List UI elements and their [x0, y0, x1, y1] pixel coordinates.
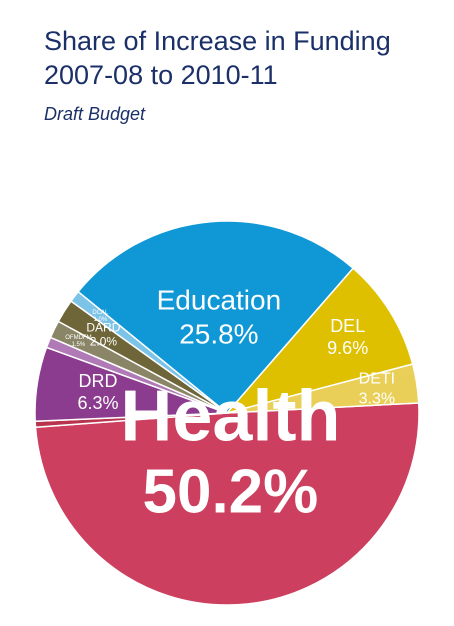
- slice-label-dard: DARD: [86, 321, 120, 335]
- slice-value-deti: 3.3%: [359, 391, 395, 408]
- slice-value-health: 50.2%: [142, 458, 318, 527]
- slice-label-deti: DETI: [359, 371, 395, 388]
- slice-label-health: Health: [120, 377, 340, 457]
- slice-label-dcal: DCAL: [92, 310, 109, 316]
- slice-label-ofmdfm: OFMDFM: [65, 335, 91, 341]
- pie-slices: [34, 220, 420, 606]
- slice-value-ofmdfm: 1.5%: [72, 342, 86, 348]
- slice-value-del: 9.6%: [327, 338, 368, 358]
- slice-value-education: 25.8%: [179, 318, 258, 349]
- chart-title-line-1: Share of Increase in Funding: [44, 26, 391, 56]
- slice-label-education: Education: [157, 284, 282, 315]
- slice-value-dcal: 1.0%: [94, 317, 108, 323]
- slice-label-del: DEL: [330, 316, 365, 336]
- chart-title-line-2: 2007-08 to 2010-11: [44, 60, 278, 90]
- pie-slice-del-8: [226, 267, 414, 414]
- pie-slice-health-0: [34, 402, 420, 606]
- pie-slice-deti-9: [226, 363, 420, 414]
- slice-label-drd: DRD: [79, 371, 118, 391]
- chart-subtitle: Draft Budget: [44, 104, 146, 124]
- slice-value-dard: 2.0%: [90, 335, 118, 349]
- chart-title: Share of Increase in Funding 2007-08 to …: [44, 24, 391, 92]
- slice-value-drd: 6.3%: [77, 393, 118, 413]
- pie-slice-education-7: [77, 220, 354, 414]
